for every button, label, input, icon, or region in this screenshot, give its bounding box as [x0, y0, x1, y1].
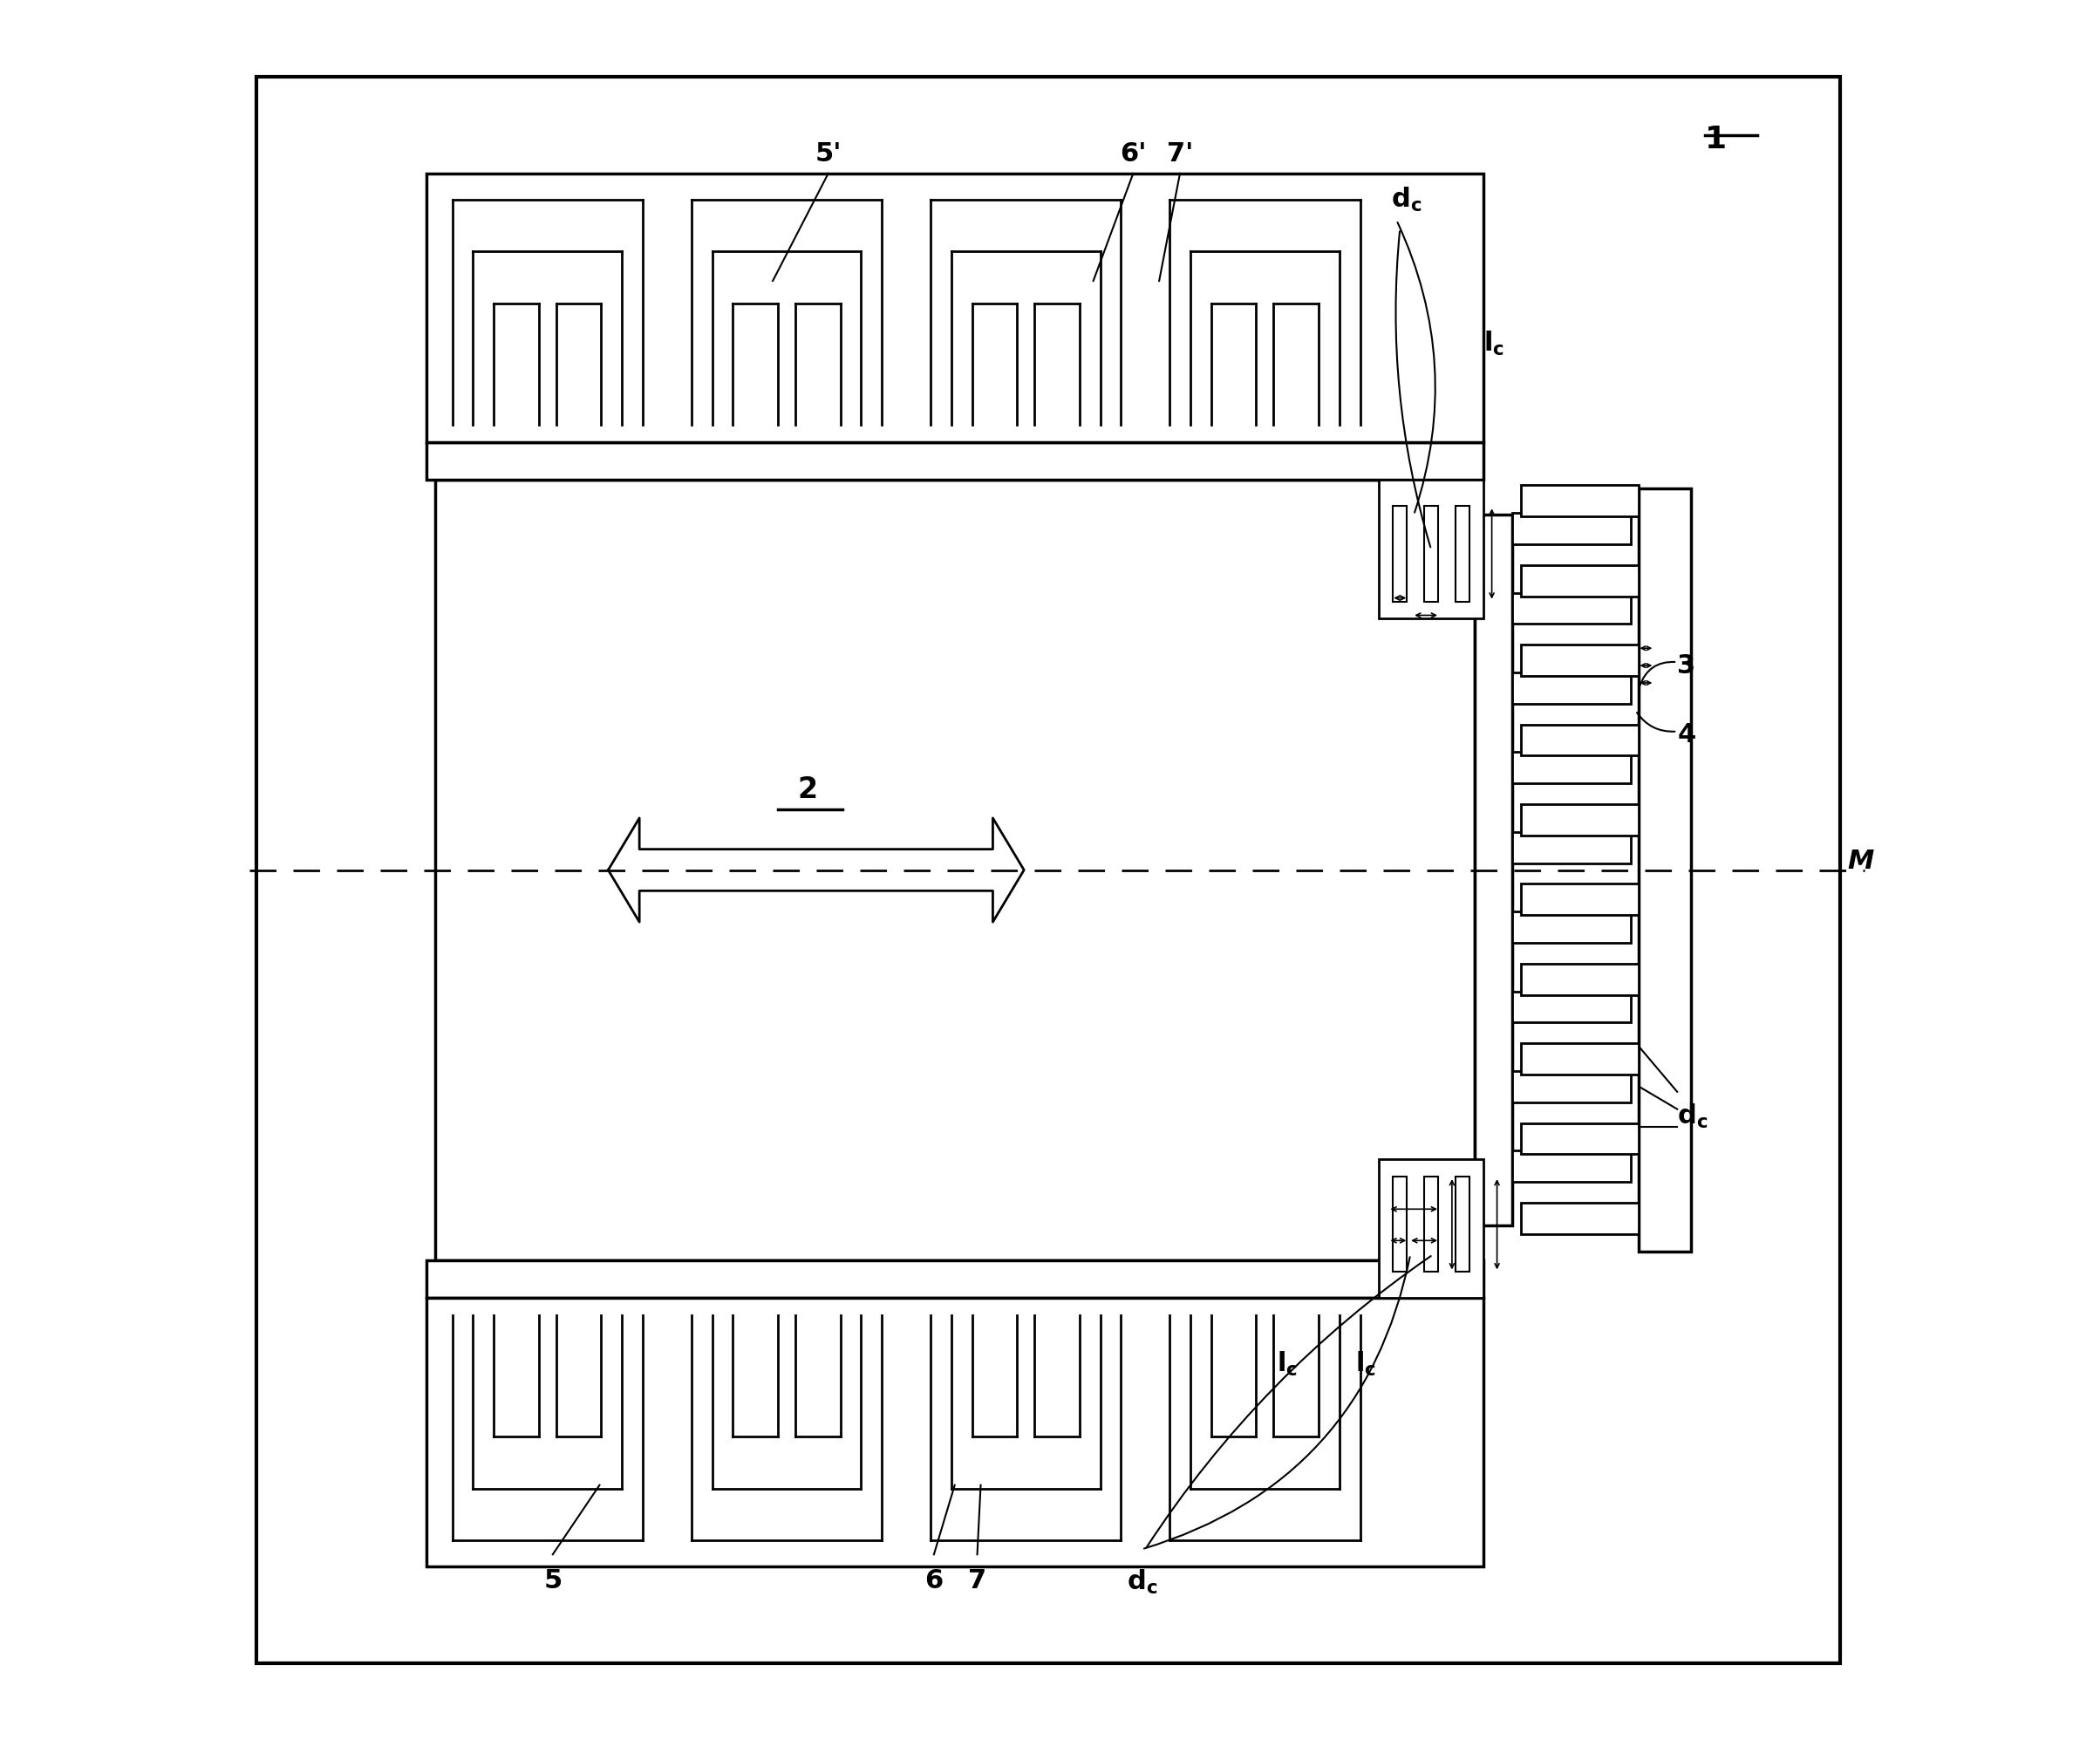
- Bar: [1520, 646, 1640, 675]
- Bar: [426, 174, 1483, 442]
- Text: l$_\mathbf{c}$: l$_\mathbf{c}$: [1483, 329, 1504, 357]
- Bar: [435, 480, 1474, 1260]
- Bar: [1512, 832, 1630, 863]
- Text: 5: 5: [544, 1568, 563, 1594]
- Bar: [1474, 515, 1512, 1225]
- Bar: [1520, 804, 1640, 835]
- Bar: [1512, 1072, 1630, 1101]
- Text: l$_\mathbf{c}$: l$_\mathbf{c}$: [1354, 1350, 1376, 1378]
- Text: l$_\mathbf{c}$: l$_\mathbf{c}$: [1277, 1350, 1298, 1378]
- Bar: [1512, 752, 1630, 783]
- Bar: [1455, 1176, 1470, 1272]
- Text: 4: 4: [1678, 722, 1695, 748]
- Bar: [1424, 506, 1438, 602]
- Bar: [1512, 513, 1630, 545]
- Text: 6: 6: [924, 1568, 943, 1594]
- Bar: [1392, 506, 1407, 602]
- Bar: [1455, 506, 1470, 602]
- Text: 3: 3: [1678, 652, 1695, 679]
- Bar: [1520, 485, 1640, 517]
- Bar: [1520, 964, 1640, 995]
- Bar: [1380, 1159, 1483, 1298]
- Bar: [1520, 724, 1640, 755]
- Bar: [1512, 593, 1630, 625]
- Text: 5': 5': [815, 141, 842, 167]
- Bar: [1424, 1176, 1438, 1272]
- Bar: [1520, 566, 1640, 597]
- Bar: [426, 1298, 1483, 1566]
- Bar: [1520, 1122, 1640, 1154]
- Bar: [1640, 489, 1691, 1251]
- Bar: [1392, 1176, 1407, 1272]
- Text: d$_\mathbf{c}$: d$_\mathbf{c}$: [1126, 1568, 1157, 1596]
- Bar: [1520, 884, 1640, 915]
- Text: 2: 2: [798, 776, 817, 804]
- Text: 6': 6': [1119, 141, 1147, 167]
- Bar: [1512, 1150, 1630, 1181]
- Bar: [1380, 480, 1483, 619]
- Bar: [1520, 1044, 1640, 1075]
- Text: 7': 7': [1168, 141, 1193, 167]
- Bar: [1512, 672, 1630, 703]
- Text: d$_\mathbf{c}$: d$_\mathbf{c}$: [1678, 1101, 1707, 1129]
- Bar: [426, 442, 1483, 480]
- Text: 1: 1: [1705, 125, 1726, 155]
- Bar: [1512, 992, 1630, 1023]
- Bar: [1512, 912, 1630, 943]
- Bar: [426, 1260, 1483, 1298]
- Text: d$_\mathbf{c}$: d$_\mathbf{c}$: [1392, 186, 1422, 214]
- Text: 7: 7: [968, 1568, 987, 1594]
- Bar: [1520, 1202, 1640, 1234]
- Text: M: M: [1848, 849, 1873, 873]
